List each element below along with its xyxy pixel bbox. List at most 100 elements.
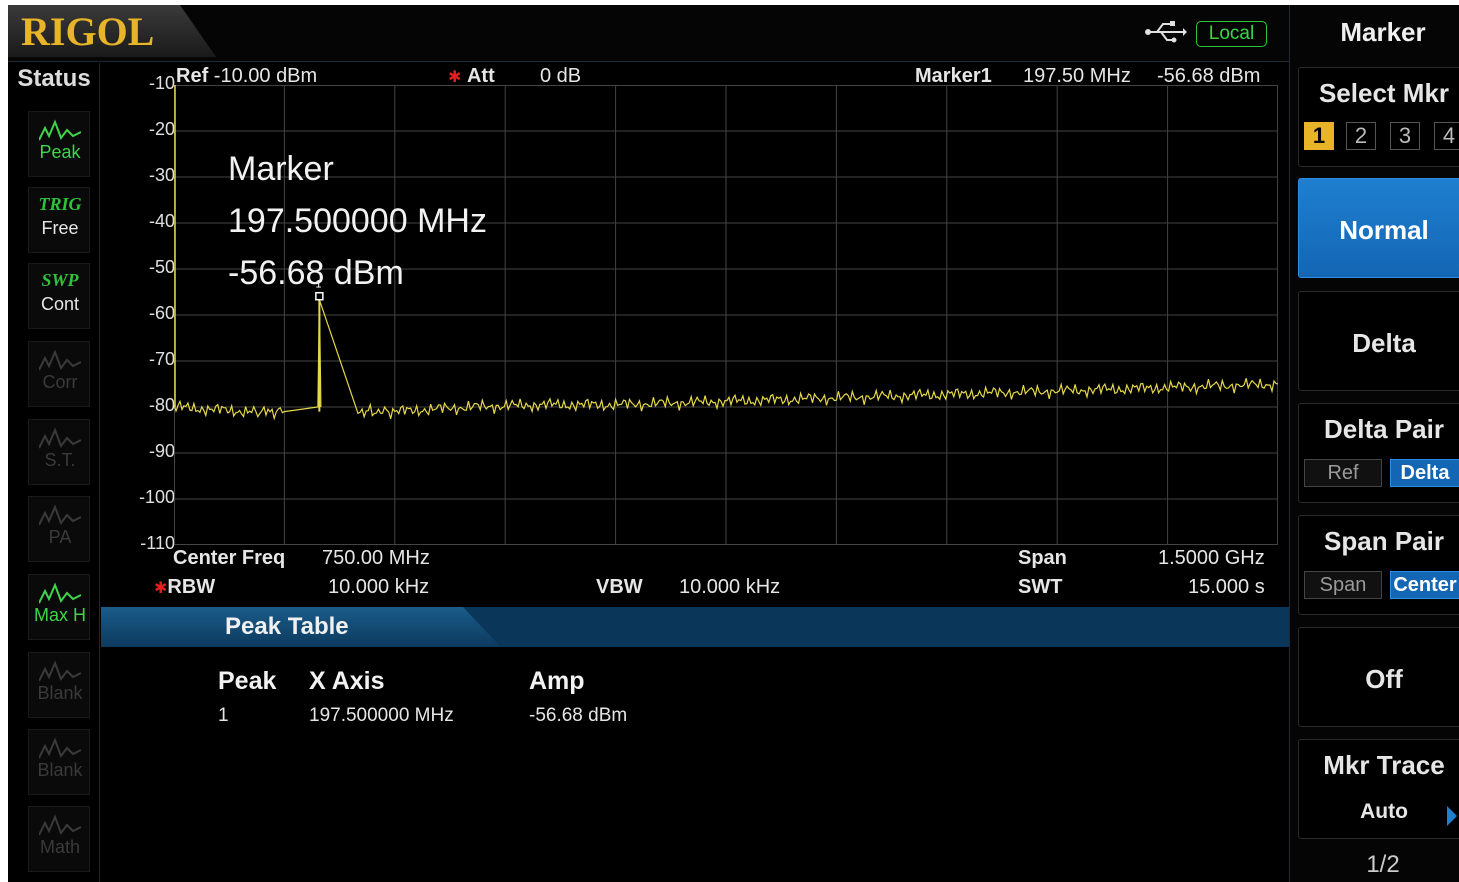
- marker-4-option[interactable]: 4: [1434, 122, 1459, 150]
- uncal-star-icon: ✱: [448, 69, 462, 86]
- normal-button[interactable]: Normal: [1298, 178, 1459, 278]
- marker-3-option[interactable]: 3: [1390, 122, 1420, 150]
- status-label: Math: [39, 837, 81, 857]
- ref-label: Ref: [176, 65, 209, 87]
- status-item-pa: PA: [28, 496, 90, 562]
- y-tick-label: -80: [148, 395, 175, 415]
- y-tick-label: -40: [148, 211, 175, 231]
- amp-col-header: Amp: [529, 667, 585, 695]
- chevron-right-icon: [1447, 806, 1457, 826]
- y-tick-label: -90: [148, 441, 175, 461]
- page-indicator: 1/2: [1366, 851, 1400, 878]
- span-value: 1.5000 GHz: [1158, 547, 1265, 569]
- plot-grid: [174, 85, 1278, 545]
- analyzer-screen: RIGOL Local Status Peak TRIG Free SWP Cont Co…: [8, 5, 1459, 882]
- status-label: PA: [48, 527, 72, 547]
- trace-group: 1: [174, 85, 1278, 421]
- mkr-trace-value: Auto: [1360, 800, 1408, 823]
- y-tick-label: -20: [148, 119, 175, 139]
- marker-readout-amp: -56.68 dBm: [228, 254, 404, 292]
- delta-pair-ref-option[interactable]: Ref: [1304, 459, 1382, 487]
- logo-tab: [8, 5, 216, 57]
- local-mode-badge: Local: [1196, 21, 1267, 47]
- marker-1-option[interactable]: 1: [1304, 122, 1334, 150]
- xaxis-col-header: X Axis: [309, 667, 385, 695]
- status-label: S.T.: [44, 450, 76, 470]
- span-pair-center-option[interactable]: Center: [1390, 571, 1459, 599]
- center-freq-label: Center Freq: [173, 547, 286, 569]
- marker-readout-freq: 197.500000 MHz: [228, 202, 487, 240]
- y-tick-label: -100: [138, 487, 175, 507]
- marker-readout-title: Marker: [228, 150, 334, 188]
- status-label: Peak: [39, 142, 81, 162]
- status-label: Blank: [37, 760, 83, 780]
- status-item-max-h: Max H: [28, 574, 90, 640]
- peak-amp-cell: -56.68 dBm: [529, 705, 628, 726]
- status-item-corr: Corr: [28, 341, 90, 407]
- swt-value: 15.000 s: [1188, 576, 1265, 598]
- status-item-free: TRIG Free: [28, 187, 90, 253]
- status-title: Status: [17, 65, 91, 92]
- vbw-label: VBW: [596, 576, 643, 598]
- menu-title: Marker: [1340, 17, 1426, 47]
- mkr-trace-button[interactable]: Mkr Trace Auto: [1298, 739, 1459, 839]
- delta-label: Delta: [1352, 328, 1416, 358]
- marker1-label: Marker1: [915, 65, 992, 87]
- att-value: 0 dB: [540, 65, 582, 87]
- y-tick-label: -70: [148, 349, 175, 369]
- y-tick-label: -10: [148, 73, 175, 93]
- softkey-menu: Marker Select Mkr 1 2 3 4 Normal Delta D…: [1289, 5, 1459, 882]
- delta-pair-delta-option[interactable]: Delta: [1390, 459, 1459, 487]
- marker-number: 1: [315, 279, 321, 291]
- att-label: Att: [466, 65, 495, 87]
- span-pair-span-option[interactable]: Span: [1304, 571, 1382, 599]
- status-tag: SWP: [41, 270, 79, 290]
- status-label: Cont: [40, 294, 80, 314]
- y-tick-label: -30: [148, 165, 175, 185]
- y-tick-label: -110: [140, 533, 175, 553]
- status-label: Corr: [42, 372, 78, 392]
- status-label: Max H: [33, 605, 86, 625]
- status-label: Blank: [37, 683, 83, 703]
- center-freq-value: 750.00 MHz: [322, 547, 430, 569]
- uncal-star-icon: ✱: [154, 580, 168, 597]
- swt-label: SWT: [1018, 576, 1063, 598]
- span-pair-label: Span Pair: [1324, 526, 1444, 556]
- status-item-math: Math: [28, 806, 90, 872]
- usb-icon: [1145, 21, 1187, 43]
- brand-logo: RIGOL: [21, 9, 155, 54]
- marker1-amp: -56.68 dBm: [1157, 65, 1261, 87]
- top-bar: RIGOL Local: [8, 5, 1289, 62]
- rbw-value: 10.000 kHz: [328, 576, 430, 598]
- span-pair-button[interactable]: Span Pair: [1298, 515, 1459, 615]
- select-mkr-button[interactable]: Select Mkr: [1298, 67, 1459, 167]
- status-item-peak: Peak: [28, 111, 90, 177]
- rbw-indicator: ✱RBW: [154, 576, 215, 599]
- delta-pair-button[interactable]: Delta Pair: [1298, 403, 1459, 503]
- marker-2-option[interactable]: 2: [1346, 122, 1376, 150]
- status-item-blank: Blank: [28, 652, 90, 718]
- mkr-trace-label: Mkr Trace: [1323, 750, 1445, 780]
- span-label: Span: [1018, 547, 1067, 569]
- peak-table-title: Peak Table: [225, 613, 349, 640]
- normal-label: Normal: [1339, 215, 1429, 245]
- status-item-cont: SWP Cont: [28, 263, 90, 329]
- off-label: Off: [1365, 664, 1403, 694]
- ref-value: -10.00 dBm: [213, 65, 318, 87]
- spectrum-plot[interactable]: 1: [174, 85, 1278, 545]
- peak-index-cell: 1: [218, 705, 229, 726]
- delta-button[interactable]: Delta: [1298, 291, 1459, 391]
- ref-level: Ref -10.00 dBm: [176, 65, 317, 88]
- peak-table-tab[interactable]: [101, 607, 501, 647]
- att-indicator: ✱ Att: [448, 65, 495, 88]
- status-item-s-t-: S.T.: [28, 419, 90, 485]
- peak-col-header: Peak: [218, 667, 277, 695]
- peak-table-header-bar: Peak Table: [101, 607, 1289, 647]
- off-button[interactable]: Off: [1298, 627, 1459, 727]
- marker-readout: Marker 197.500000 MHz -56.68 dBm: [228, 143, 487, 299]
- y-tick-label: -50: [148, 257, 175, 277]
- y-tick-label: -60: [148, 303, 175, 323]
- select-mkr-label: Select Mkr: [1318, 78, 1450, 108]
- peak-x-cell: 197.500000 MHz: [309, 705, 454, 726]
- delta-pair-label: Delta Pair: [1324, 414, 1444, 444]
